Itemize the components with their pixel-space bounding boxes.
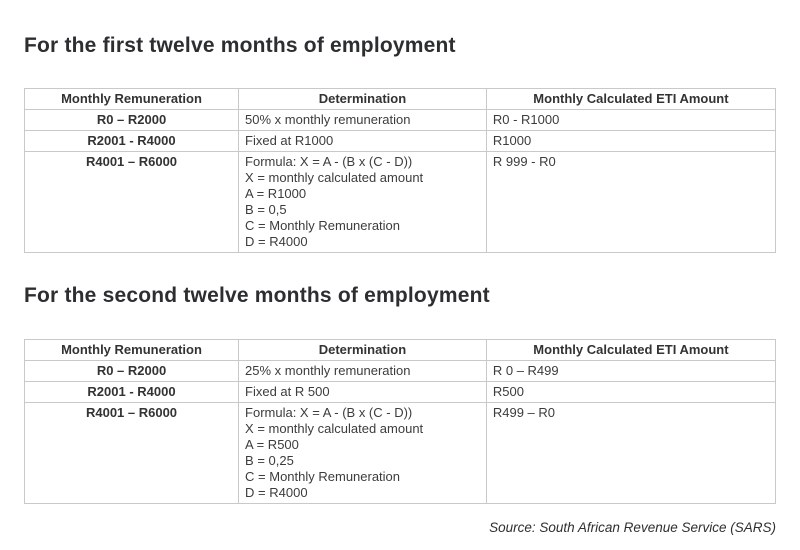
determination-cell: 50% x monthly remuneration xyxy=(238,109,487,131)
table-row: R0 – R2000 25% x monthly remuneration R … xyxy=(23,360,777,382)
determination-line: Formula: X = A - (B x (C - D)) xyxy=(245,154,413,169)
column-header-eti-amount: Monthly Calculated ETI Amount xyxy=(485,88,777,110)
determination-line: 25% x monthly remuneration xyxy=(245,363,411,378)
determination-cell: 25% x monthly remuneration xyxy=(238,360,487,382)
determination-line: X = monthly calculated amount xyxy=(245,421,424,436)
remuneration-band: R4001 – R6000 xyxy=(23,151,240,253)
determination-line: B = 0,25 xyxy=(245,453,294,468)
determination-line: C = Monthly Remuneration xyxy=(245,469,401,484)
determination-line: D = R4000 xyxy=(245,234,308,249)
remuneration-band: R0 – R2000 xyxy=(23,360,240,382)
column-header-determination: Determination xyxy=(238,88,487,110)
eti-amount-cell: R 999 - R0 xyxy=(485,151,777,253)
eti-amount-cell: R499 – R0 xyxy=(485,402,777,504)
eti-amount-cell: R 0 – R499 xyxy=(485,360,777,382)
determination-cell: Formula: X = A - (B x (C - D)) X = month… xyxy=(238,402,487,504)
determination-line: B = 0,5 xyxy=(245,202,287,217)
eti-amount-cell: R1000 xyxy=(485,130,777,152)
remuneration-band: R2001 - R4000 xyxy=(23,130,240,152)
section-title-first-twelve-months: For the first twelve months of employmen… xyxy=(24,34,456,57)
table-header-row: Monthly Remuneration Determination Month… xyxy=(23,339,777,361)
determination-line: X = monthly calculated amount xyxy=(245,170,424,185)
remuneration-band: R0 – R2000 xyxy=(23,109,240,131)
source-attribution: Source: South African Revenue Service (S… xyxy=(489,520,776,535)
table-row: R4001 – R6000 Formula: X = A - (B x (C -… xyxy=(23,402,777,504)
table-row: R4001 – R6000 Formula: X = A - (B x (C -… xyxy=(23,151,777,253)
column-header-monthly-remuneration: Monthly Remuneration xyxy=(23,339,240,361)
determination-cell: Fixed at R1000 xyxy=(238,130,487,152)
eti-amount-cell: R0 - R1000 xyxy=(485,109,777,131)
column-header-determination: Determination xyxy=(238,339,487,361)
eti-table-second-twelve-months: Monthly Remuneration Determination Month… xyxy=(23,339,777,504)
determination-line: Fixed at R1000 xyxy=(245,133,334,148)
section-title-second-twelve-months: For the second twelve months of employme… xyxy=(24,284,490,307)
remuneration-band: R2001 - R4000 xyxy=(23,381,240,403)
determination-line: A = R1000 xyxy=(245,186,307,201)
column-header-monthly-remuneration: Monthly Remuneration xyxy=(23,88,240,110)
determination-line: 50% x monthly remuneration xyxy=(245,112,411,127)
determination-line: A = R500 xyxy=(245,437,299,452)
column-header-eti-amount: Monthly Calculated ETI Amount xyxy=(485,339,777,361)
remuneration-band: R4001 – R6000 xyxy=(23,402,240,504)
table-row: R2001 - R4000 Fixed at R1000 R1000 xyxy=(23,130,777,152)
eti-table-first-twelve-months: Monthly Remuneration Determination Month… xyxy=(23,88,777,253)
eti-amount-cell: R500 xyxy=(485,381,777,403)
table-row: R0 – R2000 50% x monthly remuneration R0… xyxy=(23,109,777,131)
table-header-row: Monthly Remuneration Determination Month… xyxy=(23,88,777,110)
determination-line: C = Monthly Remuneration xyxy=(245,218,401,233)
determination-line: Fixed at R 500 xyxy=(245,384,330,399)
table-row: R2001 - R4000 Fixed at R 500 R500 xyxy=(23,381,777,403)
determination-cell: Fixed at R 500 xyxy=(238,381,487,403)
determination-line: D = R4000 xyxy=(245,485,308,500)
determination-cell: Formula: X = A - (B x (C - D)) X = month… xyxy=(238,151,487,253)
determination-line: Formula: X = A - (B x (C - D)) xyxy=(245,405,413,420)
